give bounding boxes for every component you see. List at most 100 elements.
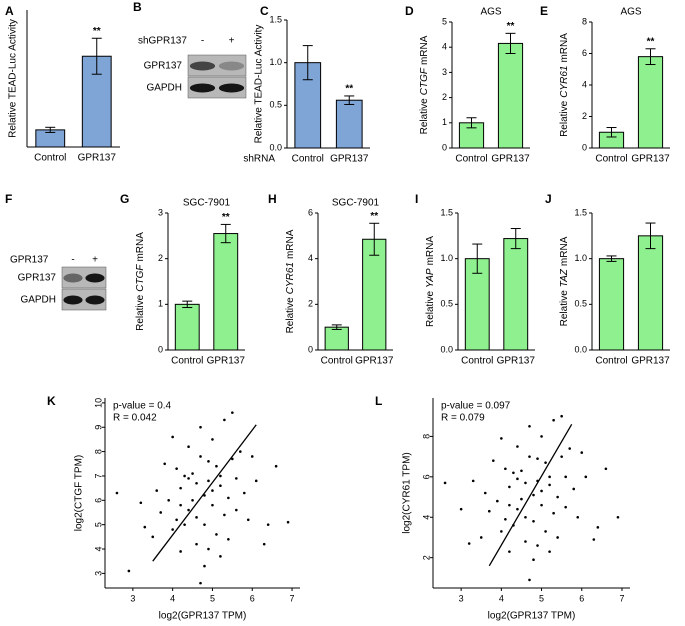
bar [598, 258, 625, 351]
chart-title: SGC-7901 [183, 198, 231, 209]
blot-band [218, 83, 245, 93]
y-tick-label: 4 [582, 79, 587, 89]
point [508, 485, 511, 489]
row-label: GAPDH [20, 295, 56, 306]
point [536, 457, 539, 460]
significance: ** [507, 21, 515, 32]
point [235, 477, 238, 480]
point [500, 530, 503, 533]
point [266, 523, 270, 526]
y-tick-label: 0 [582, 142, 587, 152]
point [540, 503, 543, 507]
point [215, 533, 218, 536]
point [564, 475, 567, 479]
x-tick-label: GPR137 [207, 356, 246, 367]
y-tick-label: 1 [442, 117, 447, 127]
x-tick-label: GPR137 [631, 356, 670, 367]
row-label: GPR137 [18, 273, 57, 284]
y-tick-label: 8 [582, 16, 587, 26]
y-tick-label: 1.5 [574, 207, 587, 217]
y-tick-label: 10 [93, 398, 103, 408]
y-axis-gene: CTGF [419, 67, 430, 95]
blot-band [85, 295, 105, 305]
point [203, 564, 206, 568]
annotation: R = 0.079 [441, 413, 485, 424]
y-axis-label-part: mRNA [559, 33, 570, 63]
point [467, 542, 471, 545]
point [211, 438, 214, 441]
panel-letter: B [133, 0, 142, 14]
x-tick-label: Control [34, 153, 66, 164]
x-tick-label: GPR137 [491, 154, 530, 165]
error-bar [369, 222, 380, 256]
error-bar [220, 223, 231, 244]
x-tick-label: 5 [210, 593, 215, 603]
blot-band [218, 61, 245, 71]
blot-treatment: GPR137 [10, 255, 49, 266]
lane-label: + [92, 255, 98, 266]
y-tick-label: 2 [421, 555, 431, 560]
point [215, 464, 218, 468]
point [219, 484, 222, 487]
point [175, 518, 178, 522]
point [187, 477, 190, 480]
point [528, 424, 531, 428]
point [254, 479, 258, 483]
point [556, 495, 559, 499]
x-tick-label: Control [595, 154, 627, 165]
row-label: GPR137 [144, 61, 183, 72]
x-tick-label: GPR137 [631, 154, 670, 165]
x-tick-label: 4 [499, 593, 504, 603]
error-bar [331, 324, 342, 330]
y-axis-label: Relative CTGF mRNA [419, 35, 430, 134]
point [195, 516, 198, 519]
point [524, 540, 527, 543]
panel-letter: C [260, 4, 269, 18]
point [580, 451, 584, 454]
y-axis-label-part: mRNA [425, 236, 436, 266]
chart-title: AGS [480, 7, 501, 18]
fit-line [152, 424, 257, 562]
y-tick-label: 0.0 [440, 344, 453, 354]
bar [213, 233, 239, 351]
point [564, 505, 567, 509]
point [516, 445, 519, 448]
point [199, 425, 202, 429]
point [227, 537, 230, 541]
point [219, 555, 222, 558]
point [207, 547, 210, 551]
point [211, 489, 214, 492]
point [231, 457, 234, 461]
point [524, 515, 527, 519]
y-tick-label: 4 [93, 547, 103, 552]
point [548, 550, 551, 553]
x-tick-label: GPR137 [355, 356, 394, 367]
point [596, 526, 600, 529]
y-axis-label: log2(CYR61 TPM) [402, 452, 413, 534]
x-tick-label: 3 [459, 593, 464, 603]
error-bar [182, 300, 193, 309]
error-bar [645, 48, 656, 66]
error-bar [45, 126, 56, 133]
y-axis-gene: CTGF [135, 264, 146, 292]
point [556, 536, 559, 539]
point [532, 519, 535, 523]
point [568, 447, 571, 450]
bar [503, 238, 529, 351]
y-axis-label: Relative YAP mRNA [425, 236, 436, 327]
point [195, 542, 198, 546]
y-tick-label: 4 [442, 42, 447, 52]
point [187, 445, 190, 449]
point [239, 450, 242, 453]
error-bar [645, 222, 656, 250]
x-tick-label: 6 [579, 593, 584, 603]
point [487, 509, 491, 513]
y-tick-label: 1.5 [269, 14, 282, 24]
y-tick-label: 4 [308, 253, 313, 263]
point [183, 523, 186, 526]
point [151, 535, 155, 539]
y-tick-label: 8 [93, 449, 103, 454]
y-tick-label: 0 [308, 344, 313, 354]
y-tick-label: 0.5 [574, 299, 587, 309]
error-bar [505, 32, 516, 54]
